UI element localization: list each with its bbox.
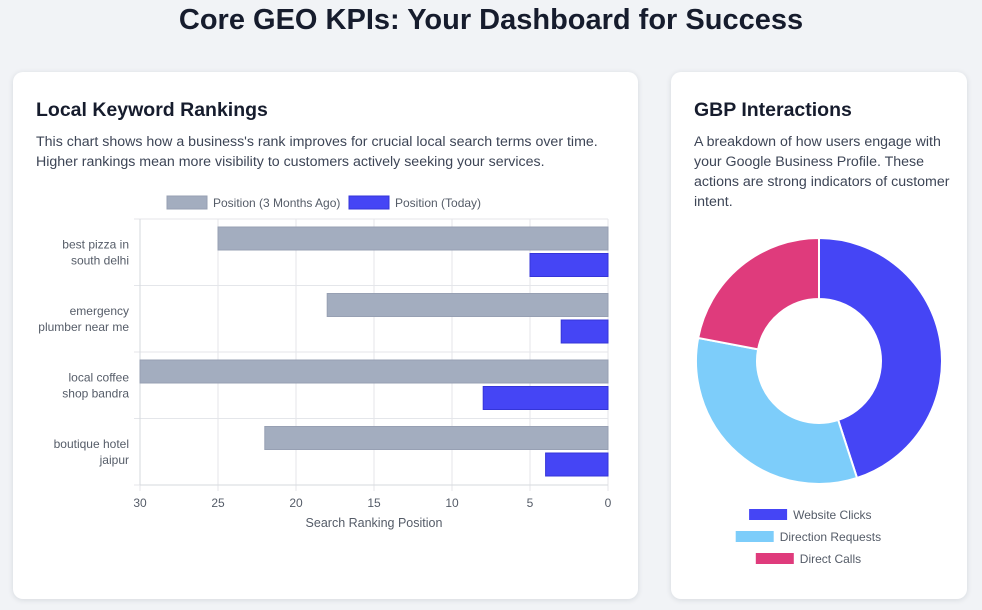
category-label: shop bandra: [62, 386, 129, 400]
x-tick-label: 0: [605, 496, 612, 510]
slice-website-clicks: [818, 236, 943, 480]
x-tick-label: 20: [289, 496, 303, 510]
keyword-rankings-card: Local Keyword Rankings This chart shows …: [13, 72, 638, 599]
legend-swatch-direction-requests: [735, 531, 774, 542]
keyword-rankings-title: Local Keyword Rankings: [36, 99, 268, 121]
x-tick-label: 30: [133, 496, 147, 510]
bar-previous-2: [326, 293, 609, 317]
x-tick-label: 10: [445, 496, 459, 510]
legend-label-2: Position (Today): [395, 196, 481, 210]
bar-previous-1: [217, 226, 609, 251]
x-tick-label: 5: [527, 496, 534, 510]
category-label: local coffee: [69, 370, 130, 384]
x-tick-label: 15: [367, 496, 381, 510]
category-label: plumber near me: [38, 320, 129, 334]
gbp-interactions-title: GBP Interactions: [694, 99, 852, 121]
legend-label-website-clicks: Website Clicks: [793, 508, 871, 522]
category-label: jaipur: [99, 453, 129, 467]
category-label: best pizza in: [62, 237, 129, 251]
bar-previous-4: [264, 426, 609, 450]
bar-today-2: [560, 319, 609, 344]
x-axis-title: Search Ranking Position: [306, 516, 443, 530]
slice-direction-requests: [695, 336, 859, 485]
bar-today-4: [545, 452, 609, 477]
legend-label-direction-requests: Direction Requests: [780, 530, 881, 544]
page-title: Core GEO KPIs: Your Dashboard for Succes…: [178, 4, 804, 36]
bar-today-1: [529, 253, 609, 277]
gbp-interactions-description: A breakdown of how users engage with you…: [694, 134, 950, 210]
gbp-interactions-card: GBP Interactions A breakdown of how user…: [671, 72, 967, 599]
category-label: south delhi: [71, 253, 129, 267]
legend-swatch-2: [348, 195, 390, 210]
category-label: emergency: [70, 304, 129, 318]
bar-today-3: [482, 386, 609, 410]
keyword-rankings-chart[interactable]: Position (3 Months Ago) Position (Today) 3…: [13, 72, 638, 599]
legend-label-direct-calls: Direct Calls: [800, 552, 861, 566]
bar-previous-3: [139, 359, 609, 384]
x-tick-label: 25: [211, 496, 225, 510]
legend-swatch-1: [166, 195, 208, 210]
slice-direct-calls: [697, 236, 820, 351]
legend-label-1: Position (3 Months Ago): [213, 196, 340, 210]
gbp-interactions-chart[interactable]: Website Clicks Direction Requests Direct C…: [671, 72, 967, 599]
legend-swatch-direct-calls: [755, 553, 794, 564]
keyword-rankings-description: This chart shows how a business's rank i…: [36, 134, 598, 170]
category-label: boutique hotel: [54, 437, 129, 451]
legend-swatch-website-clicks: [749, 509, 788, 520]
